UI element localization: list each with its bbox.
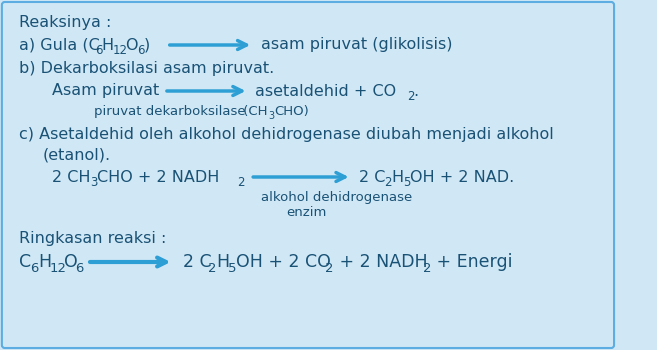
Text: Asam piruvat: Asam piruvat xyxy=(51,84,159,98)
Text: piruvat dekarboksilase: piruvat dekarboksilase xyxy=(94,105,245,119)
Text: C: C xyxy=(19,253,31,271)
Text: H: H xyxy=(39,253,51,271)
Text: 2: 2 xyxy=(407,90,415,103)
Text: .: . xyxy=(413,84,419,98)
Text: 6: 6 xyxy=(95,43,102,56)
Text: 2: 2 xyxy=(384,175,392,189)
Text: b) Dekarboksilasi asam piruvat.: b) Dekarboksilasi asam piruvat. xyxy=(19,61,274,76)
Text: 12: 12 xyxy=(50,261,67,274)
Text: 3: 3 xyxy=(268,111,274,121)
Text: 2 C: 2 C xyxy=(359,169,386,184)
Text: H: H xyxy=(101,37,114,52)
Text: a) Gula (C: a) Gula (C xyxy=(19,37,99,52)
Text: H: H xyxy=(217,253,230,271)
Text: 2: 2 xyxy=(325,261,334,274)
Text: OH + 2 NAD.: OH + 2 NAD. xyxy=(410,169,514,184)
Text: (etanol).: (etanol). xyxy=(42,147,110,162)
Text: H: H xyxy=(392,169,404,184)
Text: 2: 2 xyxy=(237,175,244,189)
Text: O: O xyxy=(64,253,78,271)
Text: enzim: enzim xyxy=(286,206,327,219)
Text: 2: 2 xyxy=(208,261,217,274)
Text: CHO + 2 NADH: CHO + 2 NADH xyxy=(97,169,219,184)
Text: asetaldehid + CO: asetaldehid + CO xyxy=(255,84,396,98)
Text: 2 C: 2 C xyxy=(183,253,212,271)
Text: 5: 5 xyxy=(403,175,411,189)
Text: + Energi: + Energi xyxy=(431,253,512,271)
Text: (CH: (CH xyxy=(239,105,267,119)
Text: O: O xyxy=(125,37,138,52)
Text: 6: 6 xyxy=(30,261,38,274)
Text: 6: 6 xyxy=(137,43,145,56)
Text: ): ) xyxy=(143,37,150,52)
Text: Reaksinya :: Reaksinya : xyxy=(19,14,111,29)
Text: 3: 3 xyxy=(90,175,97,189)
Text: + 2 NADH: + 2 NADH xyxy=(334,253,427,271)
Text: 2: 2 xyxy=(423,261,431,274)
Text: 12: 12 xyxy=(112,43,127,56)
Text: Ringkasan reaksi :: Ringkasan reaksi : xyxy=(19,231,166,245)
Text: OH + 2 CO: OH + 2 CO xyxy=(237,253,331,271)
Text: asam piruvat (glikolisis): asam piruvat (glikolisis) xyxy=(261,37,452,52)
FancyBboxPatch shape xyxy=(2,2,614,348)
Text: 2 CH: 2 CH xyxy=(51,169,90,184)
Text: c) Asetaldehid oleh alkohol dehidrogenase diubah menjadi alkohol: c) Asetaldehid oleh alkohol dehidrogenas… xyxy=(19,127,553,142)
Text: 6: 6 xyxy=(75,261,83,274)
Text: alkohol dehidrogenase: alkohol dehidrogenase xyxy=(261,190,412,203)
Text: CHO): CHO) xyxy=(275,105,309,119)
Text: 5: 5 xyxy=(228,261,237,274)
